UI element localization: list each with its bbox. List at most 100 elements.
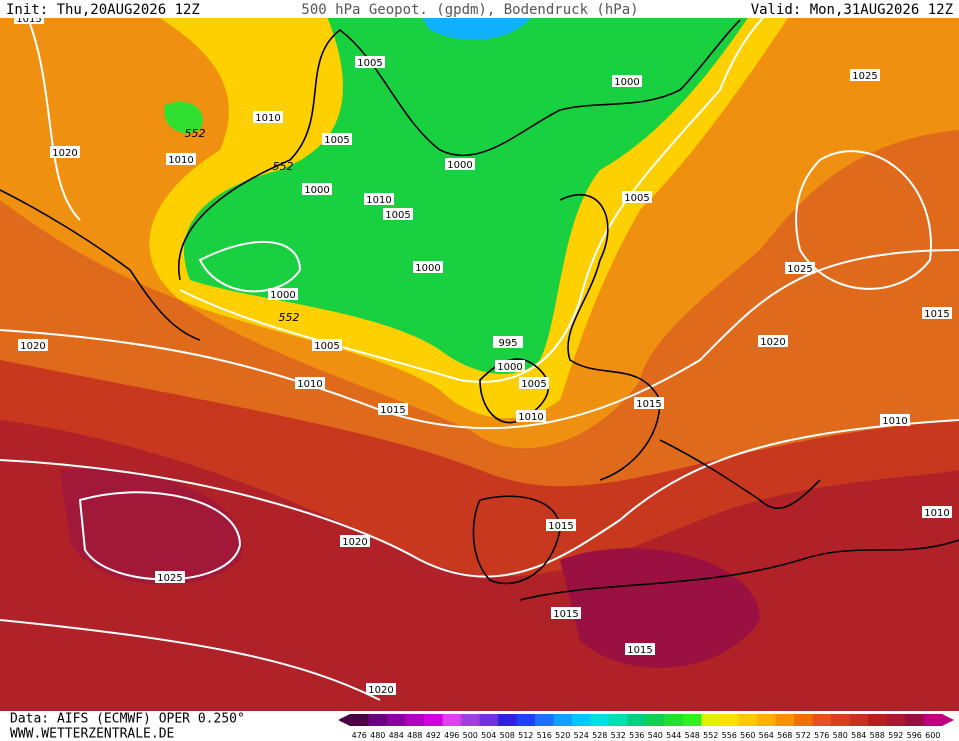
isobar-label-box [634, 397, 664, 409]
colorbar-label: 552 [703, 731, 718, 740]
isobar-label-box [758, 335, 788, 347]
isobar-label: 1005 [624, 193, 649, 204]
isobar-label-box [383, 208, 413, 220]
isobar-label: 1010 [255, 113, 280, 124]
isobar-label-box [18, 339, 48, 351]
colorbar-label: 484 [389, 731, 404, 740]
isobar-label: 1015 [627, 645, 652, 656]
colorbar-swatch [664, 714, 684, 726]
isobar-label: 1015 [16, 14, 41, 25]
isobar-label-box [546, 519, 576, 531]
isobar-label: 1010 [366, 195, 391, 206]
colorbar-label: 496 [444, 731, 459, 740]
colorbar-swatch [738, 714, 758, 726]
isobar-label-box [312, 339, 342, 351]
isobar-label-box [322, 133, 352, 145]
isobars [0, 0, 959, 701]
isobar-label: 1020 [342, 537, 367, 548]
colorbar-label: 576 [814, 731, 829, 740]
isobar-label: 1010 [882, 416, 907, 427]
colorbar-label: 504 [481, 731, 496, 740]
isobar-label: 1005 [385, 210, 410, 221]
isobar-label-box [355, 56, 385, 68]
colorbar-label: 548 [685, 731, 700, 740]
colorbar-swatch [609, 714, 628, 726]
data-source: Data: AIFS (ECMWF) OPER 0.250° [10, 712, 245, 727]
colorbar-swatch [757, 714, 776, 726]
colorbar-swatch [923, 714, 943, 726]
valid-time: Valid: Mon,31AUG2026 12Z [751, 2, 953, 18]
colorbar-arrow-right [942, 714, 954, 726]
colorbar-label: 516 [537, 731, 552, 740]
colorbar-swatch [405, 714, 425, 726]
isobar-label-box [516, 410, 546, 422]
isobar-label: 1005 [314, 341, 339, 352]
isobar-label: 1025 [157, 573, 182, 584]
colorbar-swatch [387, 714, 406, 726]
colorbar-swatch [812, 714, 832, 726]
colorbar-swatch [442, 714, 462, 726]
colorbar-swatch [720, 714, 739, 726]
isobar-label: 1015 [548, 521, 573, 532]
isobar-label: 1000 [304, 185, 329, 196]
colorbar-label: 480 [370, 731, 385, 740]
height-label: 552 [273, 160, 294, 173]
isobar-label: 1025 [787, 264, 812, 275]
isobar-label-box [268, 288, 298, 300]
height-label: 552 [279, 311, 300, 324]
colorbar-swatch [424, 714, 443, 726]
isobar-label-box [166, 153, 196, 165]
colorbar-swatch [498, 714, 517, 726]
colorbar: 476 480 484 488 492 496 500 504 508 512 516 520 524 5… [338, 714, 954, 740]
colorbar-swatch [831, 714, 850, 726]
colorbar-swatch [775, 714, 795, 726]
colorbar-swatch [572, 714, 591, 726]
colorbar-swatch [868, 714, 887, 726]
isobar-label-box [880, 414, 910, 426]
colorbar-label: 600 [925, 731, 940, 740]
colorbar-swatch [886, 714, 906, 726]
colorbar-label: 584 [851, 731, 866, 740]
isobar-label-box [378, 403, 408, 415]
isobar-label-box [850, 69, 880, 81]
isobar-label: 1015 [924, 309, 949, 320]
colorbar-swatch [794, 714, 813, 726]
isobar-label-box [922, 506, 952, 518]
colorbar-label: 524 [574, 731, 589, 740]
isobar-label: 1015 [636, 399, 661, 410]
colorbar-swatch [683, 714, 702, 726]
isobar-label: 1005 [324, 135, 349, 146]
isobar-label-box [495, 360, 525, 372]
colorbar-label: 592 [888, 731, 903, 740]
colorbar-label: 596 [907, 731, 922, 740]
isobar-label-box [622, 191, 652, 203]
isobar-label-box [50, 146, 80, 158]
isobar-label-box [253, 111, 283, 123]
colorbar-swatch [368, 714, 388, 726]
map-area: 1015 1005 1000 1025 1010 1005 1020 1010 1000 1000… [0, 0, 959, 711]
isobar-label: 1015 [553, 609, 578, 620]
isobar-label: 1000 [497, 362, 522, 373]
map-labels: 1015 1005 1000 1025 1010 1005 1020 1010 1000 1000… [14, 12, 952, 696]
map-title: 500 hPa Geopot. (gpdm), Bodendruck (hPa) [301, 2, 638, 18]
isobar-label: 1005 [357, 58, 382, 69]
isobar-label-box [785, 262, 815, 274]
isobar-label: 1010 [168, 155, 193, 166]
isobar-label-box [302, 183, 332, 195]
isobar-label: 1010 [924, 508, 949, 519]
colorbar-swatch [516, 714, 536, 726]
colorbar-swatch [535, 714, 554, 726]
colorbar-label: 568 [777, 731, 792, 740]
colorbar-label: 532 [611, 731, 626, 740]
isobar-label: 1005 [521, 379, 546, 390]
colorbar-label: 564 [759, 731, 774, 740]
colorbar-label: 520 [555, 731, 570, 740]
colorbar-label: 536 [629, 731, 644, 740]
isobar-label: 1020 [760, 337, 785, 348]
website: WWW.WETTERZENTRALE.DE [10, 727, 174, 741]
isobar-label-box [366, 683, 396, 695]
isobar-label: 1010 [518, 412, 543, 423]
colorbar-swatch [479, 714, 499, 726]
colorbar-label: 588 [870, 731, 885, 740]
colorbar-label: 528 [592, 731, 607, 740]
